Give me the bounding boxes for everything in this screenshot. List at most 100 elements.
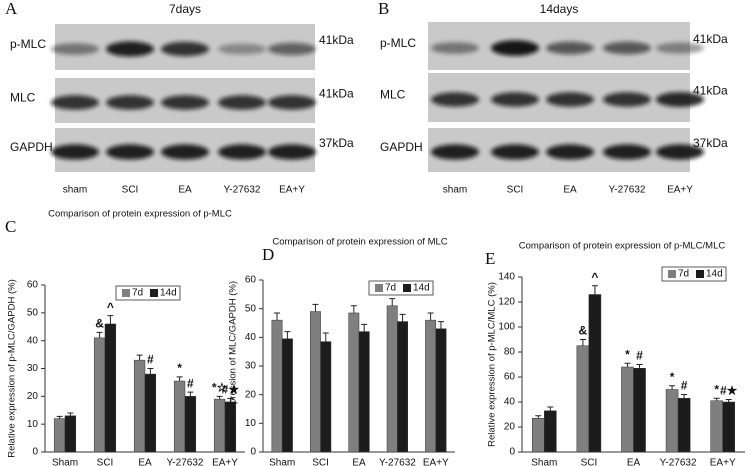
blot-band (218, 144, 266, 160)
chart-title: Comparison of protein expression of p-ML… (519, 241, 726, 252)
bar (710, 400, 723, 453)
blot-title: 14days (540, 2, 579, 16)
bar (386, 305, 398, 453)
x-tick-label: Y-27632 (660, 458, 697, 466)
panel-letter: A (5, 0, 18, 18)
lane-label: EA (563, 185, 577, 196)
significance-mark: * (625, 347, 630, 361)
y-tick-label: 60 (245, 275, 257, 286)
error-bar (361, 323, 368, 332)
y-tick-label: 10 (245, 418, 257, 429)
chart-title: Comparison of protein expression of MLC (272, 237, 447, 248)
legend-box (368, 280, 434, 296)
x-tick-label: EA+Y (212, 458, 238, 466)
bar (544, 410, 557, 453)
bar (184, 396, 197, 453)
size-label: 41kDa (319, 87, 354, 101)
panel-letter: B (378, 0, 389, 18)
blot-band (161, 95, 209, 110)
blot-band (491, 92, 539, 107)
blot-band (603, 41, 651, 55)
x-tick-label: SCI (581, 458, 598, 466)
blot-band (106, 41, 154, 57)
bar (358, 331, 370, 453)
bar (576, 345, 590, 453)
y-axis-label: Relative expression of p-MLC/MLC (%) (487, 282, 498, 447)
significance-mark: #★ (720, 384, 738, 398)
row-label: GAPDH (10, 140, 53, 154)
y-tick-label: 40 (245, 332, 257, 343)
bar (64, 415, 77, 453)
significance-mark: ^ (107, 300, 114, 314)
blot-band (603, 92, 651, 107)
blot-band (546, 92, 594, 107)
legend-swatch (696, 270, 704, 278)
x-tick-label: SCI (312, 458, 329, 466)
y-tick-label: 50 (245, 303, 257, 314)
error-bar (624, 362, 631, 367)
lane-label: EA+Y (667, 185, 693, 196)
y-tick-label: 40 (27, 335, 39, 346)
x-tick-label: Sham (269, 458, 295, 466)
error-bar (312, 303, 319, 312)
bar (665, 389, 679, 453)
significance-mark: *☆ (212, 381, 228, 395)
blot-band (546, 41, 594, 55)
blot-band (51, 95, 99, 110)
error-bar (547, 406, 554, 411)
y-tick-label: 60 (27, 280, 39, 291)
error-bar (350, 305, 357, 313)
error-bar (669, 385, 676, 390)
row-label: p-MLC (380, 36, 416, 50)
error-bar (437, 321, 444, 329)
size-label: 37kDa (693, 136, 728, 150)
significance-mark: # (147, 353, 154, 367)
y-tick-label: 0 (32, 447, 38, 458)
bar (320, 341, 332, 453)
error-bar (427, 312, 434, 321)
bar (213, 398, 226, 453)
bar (53, 418, 66, 453)
y-tick-label: 20 (27, 391, 39, 402)
blot-band (51, 144, 99, 160)
error-bar (227, 398, 234, 402)
error-bar (216, 395, 223, 400)
panel-letter: D (262, 245, 274, 264)
row-label: p-MLC (10, 37, 46, 51)
size-label: 41kDa (319, 33, 354, 47)
error-bar (681, 394, 688, 399)
y-tick-label: 0 (509, 447, 515, 458)
x-tick-label: Sham (52, 458, 78, 466)
error-bar (136, 354, 143, 361)
row-label: MLC (10, 91, 36, 105)
blot-band (656, 42, 704, 54)
error-bar (399, 313, 406, 322)
y-tick-label: 60 (504, 372, 516, 383)
blot-band (161, 144, 209, 160)
error-bar (187, 391, 194, 397)
error-bar (636, 364, 643, 369)
y-tick-label: 20 (245, 389, 257, 400)
blot-band (431, 92, 479, 107)
x-tick-label: Sham (531, 458, 557, 466)
bar (633, 368, 646, 453)
y-tick-label: 80 (504, 347, 516, 358)
legend-swatch (122, 289, 130, 297)
legend-box (661, 266, 727, 282)
row-label: GAPDH (380, 140, 423, 154)
bar (144, 373, 157, 453)
bar (309, 311, 321, 453)
bar (173, 380, 186, 453)
error-bar (322, 332, 329, 342)
blot-band (491, 144, 539, 160)
blot-band (218, 43, 266, 55)
significance-mark: # (187, 376, 194, 390)
bar (435, 328, 447, 453)
bar (397, 321, 409, 453)
y-tick-label: 140 (498, 272, 515, 283)
legend-label: 14d (706, 269, 723, 280)
blot-band (268, 95, 316, 110)
y-tick-label: 50 (27, 307, 39, 318)
y-tick-label: 100 (498, 322, 515, 333)
